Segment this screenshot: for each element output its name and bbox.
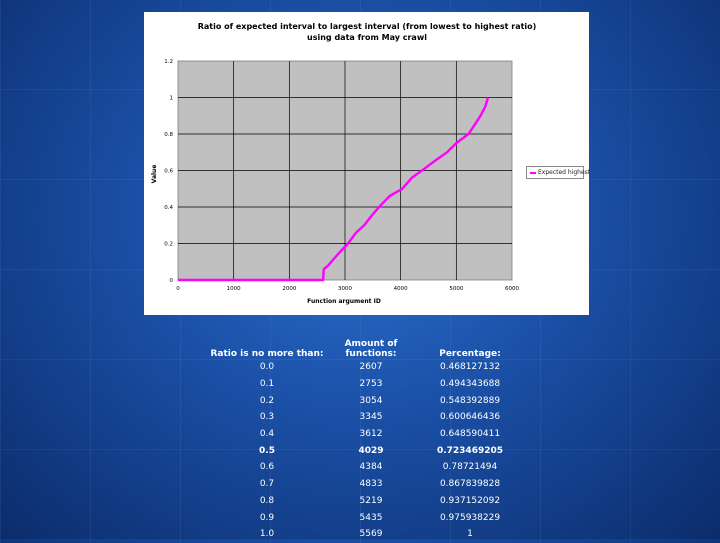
table-row: 1.0 5569 1 xyxy=(208,526,524,543)
cell-amount: 3612 xyxy=(359,429,383,440)
table-row: 0.4 3612 0.648590411 xyxy=(208,426,524,443)
x-tick-label: 5000 xyxy=(449,286,463,292)
cell-percentage: 0.468127132 xyxy=(439,362,501,373)
y-tick-label: 0.6 xyxy=(164,169,173,175)
table-row: 0.3 3345 0.600646436 xyxy=(208,409,524,426)
cell-ratio: 0.1 xyxy=(259,379,275,390)
chart-legend: Expected highest xyxy=(526,166,590,179)
x-tick-label: 1000 xyxy=(227,286,241,292)
x-tick-label: 3000 xyxy=(338,286,352,292)
cell-percentage: 0.937152092 xyxy=(439,495,501,506)
cell-amount: 4029 xyxy=(358,445,384,456)
x-tick-label: 2000 xyxy=(282,286,296,292)
y-tick-label: 1 xyxy=(170,96,174,102)
cell-percentage: 0.975938229 xyxy=(439,512,501,523)
x-axis-label: Function argument ID xyxy=(307,298,381,305)
table-row: 0.2 3054 0.548392889 xyxy=(208,392,524,409)
table-row: 0.0 2607 0.468127132 xyxy=(208,359,524,376)
cell-percentage: 0.494343688 xyxy=(439,379,501,390)
cell-ratio: 0.8 xyxy=(259,495,275,506)
cell-percentage: 0.600646436 xyxy=(439,412,501,423)
cell-ratio: 1.0 xyxy=(259,529,275,540)
ratio-table: Ratio is no more than: Amount of function… xyxy=(208,335,524,543)
cell-ratio: 0.2 xyxy=(259,395,275,406)
cell-ratio: 0.7 xyxy=(259,479,275,490)
chart-panel: Ratio of expected interval to largest in… xyxy=(144,12,589,315)
cell-amount: 5435 xyxy=(359,512,383,523)
cell-amount: 3345 xyxy=(359,412,383,423)
table-row: 0.7 4833 0.867839828 xyxy=(208,476,524,493)
y-tick-label: 0.4 xyxy=(164,205,173,211)
header-amount: Amount of functions: xyxy=(326,335,416,359)
table-row: 0.1 2753 0.494343688 xyxy=(208,376,524,393)
cell-amount: 5569 xyxy=(359,529,383,540)
cell-ratio: 0.0 xyxy=(259,362,275,373)
cell-amount: 2753 xyxy=(359,379,383,390)
cell-amount: 2607 xyxy=(359,362,383,373)
chart-title-line-1: Ratio of expected interval to largest in… xyxy=(198,22,537,31)
y-tick-label: 1.2 xyxy=(164,59,173,65)
cell-percentage: 1 xyxy=(467,529,473,540)
cell-percentage: 0.723469205 xyxy=(436,445,504,456)
table-row: 0.5 4029 0.723469205 xyxy=(208,442,524,459)
cell-amount: 4833 xyxy=(359,479,383,490)
y-tick-label: 0.8 xyxy=(164,132,173,138)
grid-layer xyxy=(178,61,512,280)
y-tick-label: 0 xyxy=(170,278,174,284)
cell-ratio: 0.5 xyxy=(259,445,275,456)
cell-percentage: 0.867839828 xyxy=(439,479,501,490)
x-tick-label: 4000 xyxy=(394,286,408,292)
chart-title-line-2: using data from May crawl xyxy=(307,33,427,42)
header-amount-text: Amount of functions: xyxy=(344,339,398,359)
cell-percentage: 0.548392889 xyxy=(439,395,501,406)
chart-svg: Ratio of expected interval to largest in… xyxy=(151,22,537,305)
series-layer xyxy=(178,97,490,282)
header-percentage: Percentage: xyxy=(439,349,501,359)
table-header-row: Ratio is no more than: Amount of function… xyxy=(208,335,524,359)
table-row: 0.9 5435 0.975938229 xyxy=(208,509,524,526)
table-row: 0.6 4384 0.78721494 xyxy=(208,459,524,476)
y-tick-label: 0.2 xyxy=(164,242,173,248)
cell-ratio: 0.4 xyxy=(259,429,275,440)
cell-ratio: 0.3 xyxy=(259,412,275,423)
x-tick-label: 6000 xyxy=(505,286,519,292)
cell-amount: 4384 xyxy=(359,462,383,473)
tick-layer: 0 1000 2000 3000 4000 5000 6000 0 0.2 0.4 0.6 0.8 1 1… xyxy=(164,59,519,292)
legend-swatch xyxy=(530,171,536,174)
header-ratio: Ratio is no more than: xyxy=(210,349,324,359)
table-body: 0.0 2607 0.468127132 0.1 2753 0.494343688 0.2 3… xyxy=(208,359,524,543)
cell-ratio: 0.9 xyxy=(259,512,275,523)
table-row: 0.8 5219 0.937152092 xyxy=(208,493,524,510)
cell-amount: 3054 xyxy=(359,395,383,406)
legend-label: Expected highest xyxy=(538,169,591,176)
cell-ratio: 0.6 xyxy=(259,462,275,473)
cell-amount: 5219 xyxy=(359,495,383,506)
cell-percentage: 0.648590411 xyxy=(439,429,501,440)
y-axis-label: Value xyxy=(151,165,158,184)
cell-percentage: 0.78721494 xyxy=(442,462,498,473)
x-tick-label: 0 xyxy=(176,286,180,292)
series-line-expected-highest xyxy=(178,97,490,282)
